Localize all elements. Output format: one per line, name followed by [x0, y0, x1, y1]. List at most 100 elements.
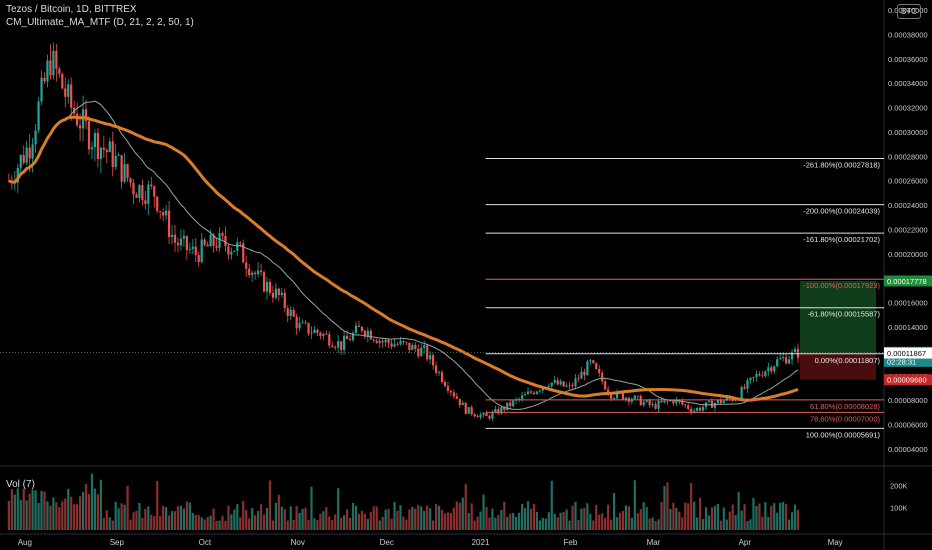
volume-bar: [390, 518, 393, 530]
volume-bar: [731, 504, 734, 530]
candle-body: [538, 390, 541, 392]
volume-bar: [215, 520, 218, 530]
candle-body: [529, 391, 533, 393]
volume-bar: [423, 511, 426, 530]
volume-bar: [70, 496, 73, 530]
price-tag: [884, 374, 932, 386]
candle-body: [577, 378, 580, 380]
candle-body: [111, 141, 114, 167]
candle-body: [642, 401, 645, 406]
volume-bar: [251, 508, 254, 530]
volume-bar: [218, 520, 221, 530]
candle-body: [556, 380, 559, 385]
volume-bar: [162, 505, 165, 530]
candle-body: [304, 322, 307, 324]
candle-body: [639, 396, 642, 406]
candle-body: [313, 329, 316, 333]
candle-body: [262, 272, 266, 292]
volume-bar: [420, 506, 423, 530]
candle-body: [375, 340, 378, 344]
candle-body: [764, 371, 767, 377]
x-tick-label: Oct: [199, 538, 212, 547]
candle-body: [526, 391, 530, 395]
candle-body: [165, 210, 168, 216]
fib-level-label: -100.00%(0.00017923): [803, 281, 880, 290]
candle-body: [698, 407, 702, 411]
volume-bar: [277, 494, 280, 530]
candle-body: [322, 333, 325, 336]
x-tick-label: Sep: [110, 538, 125, 547]
volume-bar: [434, 503, 438, 530]
candle-body: [37, 101, 40, 131]
candle-body: [197, 255, 200, 263]
volume-bar: [589, 513, 592, 530]
candle-body: [411, 344, 414, 351]
candle-body: [16, 167, 19, 183]
volume-bar: [49, 505, 52, 530]
volume-bar: [58, 507, 61, 530]
volume-bar: [592, 520, 595, 530]
candle-body: [779, 358, 782, 360]
candle-body: [277, 288, 280, 296]
candle-body: [710, 400, 714, 408]
volume-bar: [46, 501, 49, 530]
volume-bar: [52, 497, 55, 530]
volume-bar: [10, 488, 13, 530]
volume-bar: [488, 517, 491, 530]
volume-bar: [541, 517, 544, 530]
candle-body: [434, 365, 438, 373]
volume-bar: [645, 506, 648, 530]
candle-body: [589, 360, 592, 362]
candle-body: [150, 184, 153, 187]
candle-body: [402, 340, 405, 343]
candle-body: [696, 407, 699, 411]
candle-body: [609, 393, 613, 399]
volume-bar: [713, 506, 717, 530]
candle-body: [283, 292, 286, 309]
y-tick-label: 0.00026000: [888, 177, 928, 186]
volume-bar: [64, 498, 67, 530]
candle-body: [482, 412, 485, 415]
volume-bar: [105, 510, 108, 530]
candle-body: [648, 400, 651, 406]
fib-level-label: 0.00%(0.00011807): [815, 356, 881, 365]
volume-bar: [206, 516, 209, 530]
fib-level-label: -161.80%(0.00021702): [803, 235, 880, 244]
candle-body: [141, 185, 144, 201]
volume-bar: [672, 502, 675, 530]
candle-body: [547, 386, 550, 387]
candle-body: [503, 407, 506, 410]
volume-bar: [577, 519, 580, 530]
candle-body: [236, 242, 239, 251]
candle-body: [233, 250, 236, 252]
x-tick-label: Feb: [564, 538, 578, 547]
volume-bar: [147, 506, 150, 530]
volume-bar: [491, 508, 494, 530]
candle-body: [693, 410, 696, 412]
volume-bar: [479, 511, 482, 530]
candle-body: [170, 234, 174, 237]
candle-body: [70, 84, 73, 108]
candle-body: [719, 399, 722, 404]
candle-body: [707, 400, 711, 403]
volume-bar: [387, 508, 390, 530]
candle-body: [239, 242, 242, 244]
volume-bar: [574, 501, 577, 530]
volume-bar: [414, 508, 417, 530]
candle-body: [147, 184, 150, 204]
volume-bar: [25, 500, 28, 530]
volume-bar: [696, 517, 699, 530]
candle-body: [621, 393, 625, 400]
volume-bar: [153, 516, 156, 530]
currency-badge[interactable]: BTC: [897, 4, 921, 19]
candle-body: [672, 400, 675, 404]
candle-body: [307, 322, 310, 334]
candle-body: [78, 125, 82, 129]
volume-bar: [31, 489, 34, 530]
volume-bar: [393, 501, 396, 530]
volume-bar: [595, 504, 598, 530]
y-tick-label: 0.00036000: [888, 55, 928, 64]
candle-body: [390, 343, 393, 347]
volume-bar: [405, 519, 408, 530]
